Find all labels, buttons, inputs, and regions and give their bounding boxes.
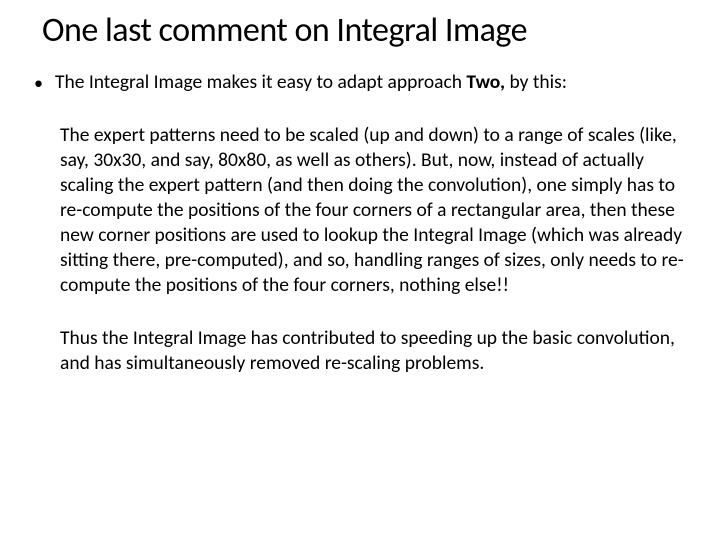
bullet-suffix: by this: xyxy=(505,70,567,94)
bullet-prefix: The Integral Image makes it easy to adap… xyxy=(55,70,466,94)
slide-title: One last comment on Integral Image xyxy=(42,10,690,51)
paragraph-1: The expert patterns need to be scaled (u… xyxy=(60,123,690,298)
bullet-marker: • xyxy=(34,71,43,95)
bullet-bold: Two, xyxy=(466,70,505,94)
bullet-text: The Integral Image makes it easy to adap… xyxy=(55,69,567,95)
paragraph-2: Thus the Integral Image has contributed … xyxy=(60,326,690,376)
bullet-item: • The Integral Image makes it easy to ad… xyxy=(34,69,690,95)
